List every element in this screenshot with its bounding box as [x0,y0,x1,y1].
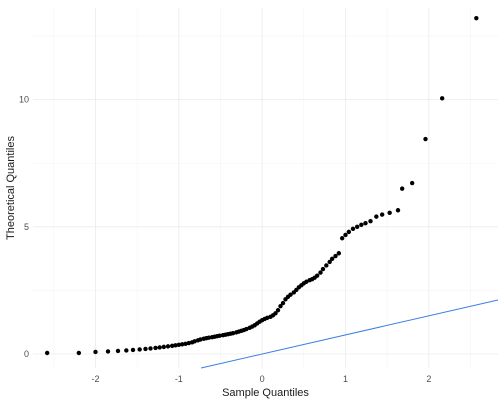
data-point [314,273,320,278]
data-point [105,349,111,354]
data-point [288,292,293,297]
data-point [206,335,212,340]
data-point [327,259,332,265]
data-point [329,256,335,262]
data-point [217,333,222,338]
data-point [137,347,142,352]
data-point [379,212,385,217]
data-point [130,347,136,353]
data-point [124,348,129,353]
data-point [115,348,121,354]
data-point [439,96,445,101]
reference-line-layer [200,299,499,369]
data-point [363,221,368,226]
data-point [179,342,185,347]
x-tick-label: -2 [91,374,99,384]
y-tick-label: 0 [24,349,29,359]
x-tick-label: -1 [175,374,183,384]
data-point [148,346,153,351]
data-point [273,311,278,316]
data-point [165,344,171,349]
data-point [198,337,203,342]
data-point [343,232,348,238]
points [44,15,479,356]
data-point [278,303,283,309]
y-axis-title: Theoretical Quantiles [5,136,17,240]
data-point [339,236,345,241]
data-point [76,350,82,356]
x-tick-label: 0 [260,374,265,384]
data-point [169,343,175,349]
data-point [143,346,148,352]
data-point [359,222,364,227]
data-point [409,180,415,186]
data-point [264,315,270,321]
data-point [183,341,188,347]
data-point [354,224,360,229]
data-point [333,253,338,259]
data-point [230,330,236,336]
tick-labels: -2 -1 0 1 2 0 5 10 [19,95,431,384]
data-point [244,326,249,332]
data-point [324,263,329,268]
data-point [153,345,158,351]
data-point [176,342,182,348]
x-axis-title: Sample Quantiles [222,387,309,399]
data-point [387,210,392,216]
data-point [374,214,379,219]
data-point [350,226,356,232]
data-point [474,15,479,21]
data-point [336,251,342,256]
data-point [346,229,352,235]
y-tick-label: 5 [24,222,29,232]
data-point [280,300,286,306]
data-point [161,344,167,350]
x-tick-label: 1 [343,374,348,384]
data-point [423,136,428,142]
reference-line [200,299,499,369]
data-point [395,208,401,213]
y-tick-label: 10 [19,95,29,105]
data-point [192,339,197,344]
data-point [320,266,326,272]
data-point [275,308,281,313]
data-point [44,350,50,356]
data-point [93,349,98,355]
data-point [368,219,373,224]
grid [33,8,498,368]
data-point [186,340,192,346]
x-tick-label: 2 [426,374,431,384]
data-point [304,279,309,284]
data-point [399,186,405,191]
data-point [157,345,162,350]
data-point [173,343,178,348]
data-point [318,270,323,275]
